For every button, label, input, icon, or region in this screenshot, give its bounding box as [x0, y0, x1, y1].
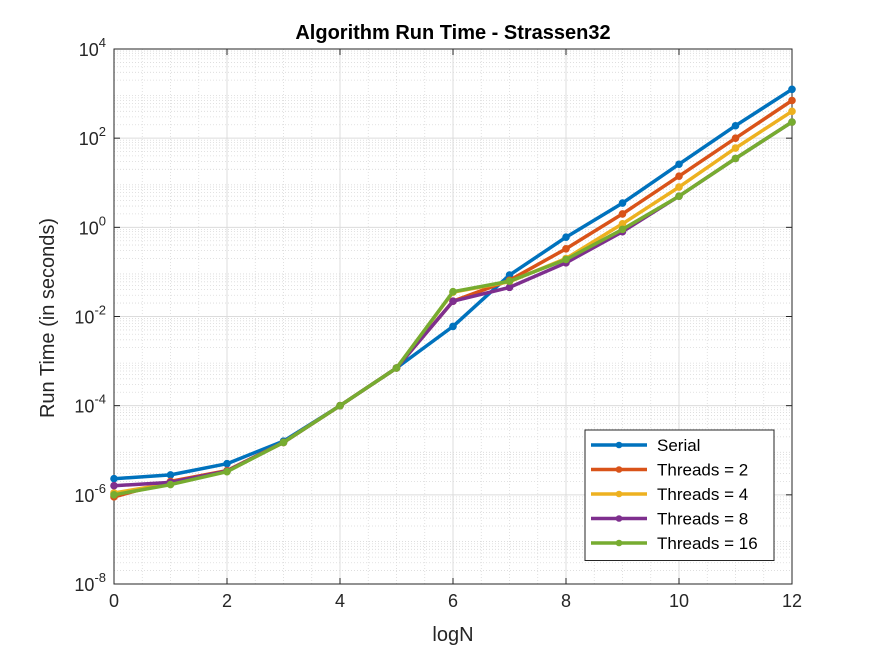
- x-tick-label: 12: [782, 591, 802, 611]
- legend-label-threads-16: Threads = 16: [657, 534, 758, 553]
- data-point-threads-16: [675, 192, 683, 200]
- data-point-threads-16: [788, 118, 796, 126]
- x-tick-label: 0: [109, 591, 119, 611]
- legend-marker-threads-4: [615, 490, 623, 498]
- legend-label-threads-4: Threads = 4: [657, 485, 748, 504]
- grid: [113, 48, 793, 585]
- legend-marker-serial: [615, 441, 623, 449]
- x-tick-label: 6: [448, 591, 458, 611]
- data-point-threads-16: [392, 364, 401, 372]
- x-tick-label: 4: [335, 591, 345, 611]
- x-axis-label: logN: [432, 624, 473, 646]
- y-tick-label: 10-2: [74, 303, 106, 328]
- legend-label-serial: Serial: [657, 436, 700, 455]
- data-point-threads-2: [675, 172, 683, 181]
- y-tick-label: 102: [79, 124, 106, 149]
- data-point-serial: [449, 322, 457, 331]
- data-point-threads-16: [562, 255, 570, 264]
- data-point-threads-8: [449, 297, 457, 306]
- data-point-threads-16: [279, 438, 288, 447]
- data-point-serial: [166, 471, 175, 479]
- data-point-serial: [675, 160, 683, 169]
- data-point-serial: [110, 474, 118, 483]
- data-point-threads-16: [449, 287, 457, 296]
- legend-label-threads-2: Threads = 2: [657, 461, 748, 480]
- y-tick-label: 104: [79, 35, 106, 60]
- data-point-threads-8: [110, 481, 118, 490]
- y-tick-label: 100: [79, 213, 106, 238]
- legend: Serial Threads = 2 Threads = 4 Threads = 8 T…: [584, 429, 775, 561]
- data-point-threads-4: [731, 144, 740, 152]
- data-point-serial: [618, 199, 627, 207]
- data-point-threads-16: [223, 467, 231, 476]
- y-axis-label: Run Time (in seconds): [37, 218, 59, 418]
- data-point-serial: [562, 233, 570, 242]
- data-point-threads-4: [788, 107, 796, 116]
- x-tick-label: 8: [561, 591, 571, 611]
- data-point-threads-2: [562, 244, 570, 253]
- legend-marker-threads-16: [615, 539, 623, 547]
- data-point-threads-16: [110, 491, 118, 499]
- legend-label-threads-8: Threads = 8: [657, 510, 748, 529]
- x-tick-label: 2: [222, 591, 232, 611]
- x-tick-label: 10: [669, 591, 689, 611]
- y-tick-label: 10-6: [74, 481, 106, 506]
- data-point-serial: [788, 85, 796, 94]
- data-point-threads-8: [505, 283, 514, 292]
- data-point-threads-2: [788, 96, 796, 105]
- axes: 0 2 4 6 8 10 12 10-8 10-6 10-4 10-2 100 102 104: [74, 35, 802, 611]
- legend-marker-threads-2: [615, 466, 623, 473]
- data-point-threads-2: [731, 134, 740, 142]
- data-point-threads-16: [618, 225, 627, 234]
- data-point-threads-4: [675, 183, 683, 191]
- data-point-threads-16: [166, 480, 175, 489]
- data-point-serial: [731, 121, 740, 130]
- data-point-threads-16: [731, 154, 740, 163]
- y-tick-label: 10-4: [74, 392, 106, 417]
- legend-marker-threads-8: [615, 515, 623, 522]
- data-point-threads-16: [336, 401, 344, 410]
- plot-series: [110, 85, 796, 501]
- data-point-serial: [223, 459, 231, 468]
- y-tick-label: 10-8: [74, 570, 106, 595]
- data-point-threads-16: [505, 277, 514, 285]
- chart-title: Algorithm Run Time - Strassen32: [295, 22, 610, 44]
- data-point-threads-2: [618, 210, 627, 218]
